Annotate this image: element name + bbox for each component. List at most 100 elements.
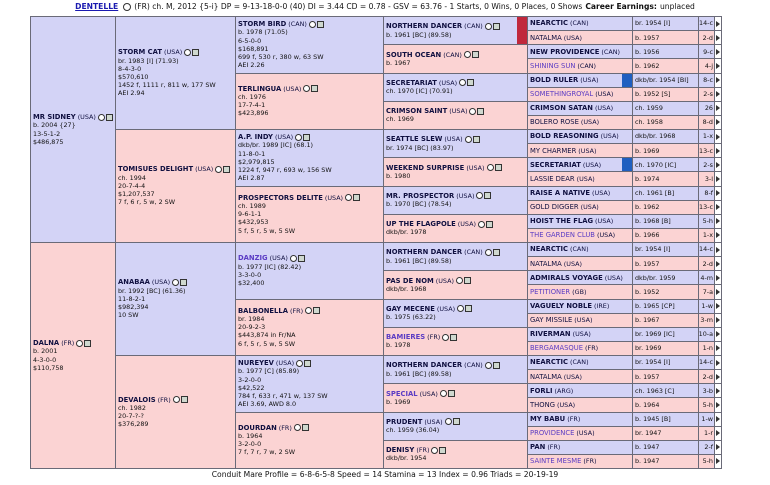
arrow-icon[interactable]	[716, 303, 720, 310]
arrow-icon[interactable]	[716, 218, 720, 225]
arrow-cell[interactable]	[714, 114, 722, 130]
horse-name[interactable]: DANZIG	[238, 254, 268, 263]
arrow-cell[interactable]	[714, 199, 722, 215]
horse-name[interactable]: SHINING SUN	[530, 61, 576, 70]
info-icon[interactable]	[455, 277, 463, 285]
arrow-icon[interactable]	[716, 48, 720, 55]
doc-icon[interactable]	[484, 192, 492, 200]
doc-icon[interactable]	[192, 48, 200, 56]
horse-name[interactable]: THONG	[530, 400, 555, 409]
arrow-cell[interactable]	[714, 16, 722, 32]
horse-name[interactable]: DENTELLE	[75, 2, 119, 11]
arrow-cell[interactable]	[714, 383, 722, 399]
arrow-icon[interactable]	[716, 345, 720, 352]
arrow-icon[interactable]	[716, 34, 720, 41]
arrow-cell[interactable]	[714, 213, 722, 229]
horse-name[interactable]: TOMISUES DELIGHT	[118, 165, 194, 174]
doc-icon[interactable]	[180, 278, 188, 286]
arrow-icon[interactable]	[716, 161, 720, 168]
horse-name[interactable]: NORTHERN DANCER	[386, 248, 463, 257]
arrow-icon[interactable]	[716, 331, 720, 338]
horse-name[interactable]: SEATTLE SLEW	[386, 135, 443, 144]
doc-icon[interactable]	[223, 165, 231, 173]
horse-name[interactable]: PROVIDENCE	[530, 429, 575, 438]
info-icon[interactable]	[293, 424, 301, 432]
arrow-cell[interactable]	[714, 256, 722, 272]
arrow-cell[interactable]	[714, 369, 722, 385]
horse-name[interactable]: PAS DE NOM	[386, 276, 434, 285]
horse-name[interactable]: STORM CAT	[118, 48, 163, 57]
doc-icon[interactable]	[494, 164, 502, 172]
info-icon[interactable]	[303, 85, 311, 93]
horse-name[interactable]: GAY MECENE	[386, 304, 435, 313]
horse-name[interactable]: PROSPECTORS DELITE	[238, 193, 323, 202]
arrow-icon[interactable]	[716, 175, 720, 182]
horse-name[interactable]: NATALMA	[530, 259, 562, 268]
horse-name[interactable]: BERGAMASQUE	[530, 344, 584, 353]
info-icon[interactable]	[484, 22, 492, 30]
horse-name[interactable]: DOURDAN	[238, 423, 277, 432]
info-icon[interactable]	[215, 165, 223, 173]
horse-name[interactable]: NORTHERN DANCER	[386, 361, 463, 370]
arrow-icon[interactable]	[716, 401, 720, 408]
arrow-icon[interactable]	[716, 105, 720, 112]
arrow-icon[interactable]	[716, 260, 720, 267]
arrow-cell[interactable]	[714, 58, 722, 74]
horse-name[interactable]: MR. PROSPECTOR	[386, 191, 455, 200]
doc-icon[interactable]	[492, 361, 500, 369]
horse-name[interactable]: NEARCTIC	[530, 19, 568, 28]
doc-icon[interactable]	[316, 20, 324, 28]
horse-name[interactable]: NORTHERN DANCER	[386, 22, 463, 31]
doc-icon[interactable]	[485, 220, 493, 228]
arrow-cell[interactable]	[714, 411, 722, 427]
arrow-icon[interactable]	[716, 359, 720, 366]
doc-icon[interactable]	[84, 339, 92, 347]
info-icon[interactable]	[444, 418, 452, 426]
horse-name[interactable]: RAISE A NATIVE	[530, 188, 591, 197]
horse-name[interactable]: LASSIE DEAR	[530, 174, 575, 183]
arrow-icon[interactable]	[716, 373, 720, 380]
arrow-cell[interactable]	[714, 326, 722, 342]
info-icon[interactable]	[442, 333, 450, 341]
horse-name[interactable]: BAMIERES	[386, 333, 426, 342]
horse-name[interactable]: SAINTE MESME	[530, 457, 582, 466]
arrow-icon[interactable]	[716, 246, 720, 253]
horse-name[interactable]: MY BABU	[530, 414, 566, 423]
horse-name[interactable]: GAY MISSILE	[530, 316, 573, 325]
horse-name[interactable]: CRIMSON SATAN	[530, 104, 593, 113]
arrow-icon[interactable]	[716, 190, 720, 197]
horse-name[interactable]: SECRETARIAT	[530, 160, 581, 169]
arrow-cell[interactable]	[714, 86, 722, 102]
doc-icon[interactable]	[465, 305, 473, 313]
horse-name[interactable]: BALBONELLA	[238, 306, 288, 315]
horse-name[interactable]: ANABAA	[118, 278, 150, 287]
arrow-cell[interactable]	[714, 397, 722, 413]
info-icon[interactable]	[484, 361, 492, 369]
horse-name[interactable]: MR SIDNEY	[33, 113, 76, 122]
info-icon[interactable]	[459, 79, 467, 87]
arrow-cell[interactable]	[714, 439, 722, 455]
horse-name[interactable]: NATALMA	[530, 372, 562, 381]
horse-name[interactable]: MY CHARMER	[530, 146, 577, 155]
doc-icon[interactable]	[492, 22, 500, 30]
doc-icon[interactable]	[447, 390, 455, 398]
horse-name[interactable]: DENISY	[386, 446, 415, 455]
doc-icon[interactable]	[467, 79, 475, 87]
doc-icon[interactable]	[492, 248, 500, 256]
horse-name[interactable]: PRUDENT	[386, 417, 423, 426]
info-icon[interactable]	[469, 107, 477, 115]
horse-name[interactable]: PETITIONER	[530, 287, 571, 296]
doc-icon[interactable]	[439, 446, 447, 454]
arrow-cell[interactable]	[714, 185, 722, 201]
info-icon[interactable]	[308, 20, 316, 28]
horse-name[interactable]: A.P. INDY	[238, 133, 273, 142]
horse-name[interactable]: TERLINGUA	[238, 84, 282, 93]
horse-name[interactable]: THE GARDEN CLUB	[530, 231, 595, 240]
horse-name[interactable]: NUREYEV	[238, 359, 274, 368]
arrow-icon[interactable]	[716, 317, 720, 324]
doc-icon[interactable]	[452, 418, 460, 426]
arrow-icon[interactable]	[716, 204, 720, 211]
doc-icon[interactable]	[180, 396, 188, 404]
arrow-cell[interactable]	[714, 298, 722, 314]
info-icon[interactable]	[123, 3, 132, 11]
